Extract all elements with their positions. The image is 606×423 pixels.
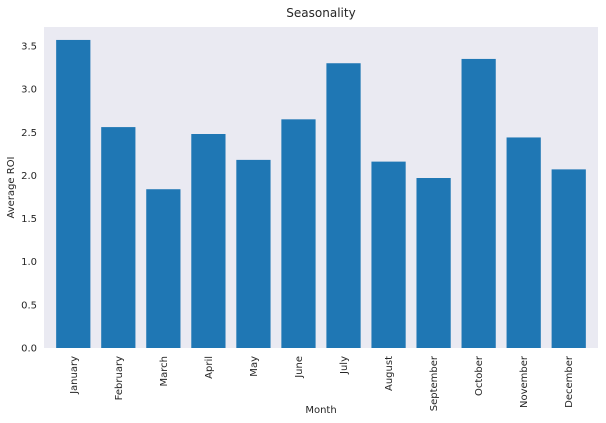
- y-axis-ticks: 0.0 0.5 1.0 1.5 2.0 2.5 3.0 3.5: [21, 41, 37, 354]
- x-tick-label: April: [204, 356, 215, 379]
- y-tick-label: 3.0: [21, 85, 37, 96]
- bar-march: [146, 189, 181, 348]
- chart-title: Seasonality: [286, 6, 355, 20]
- x-tick-label: September: [429, 355, 440, 411]
- y-tick-label: 2.0: [21, 171, 37, 182]
- bars-group: [56, 39, 586, 349]
- bar-september: [416, 178, 451, 348]
- x-tick-label: August: [384, 356, 395, 391]
- x-axis-ticks: January February March April May June July Augu…: [69, 355, 575, 411]
- plot-area: [44, 27, 598, 348]
- y-axis-label: Average ROI: [6, 156, 17, 218]
- y-tick-label: 0.5: [21, 300, 37, 311]
- y-tick-label: 2.5: [21, 128, 37, 139]
- bar-april: [191, 134, 226, 348]
- bar-february: [101, 127, 136, 348]
- x-tick-label: June: [294, 356, 305, 379]
- y-tick-label: 1.0: [21, 257, 37, 268]
- x-tick-label: February: [114, 356, 125, 400]
- x-tick-label: July: [339, 356, 350, 375]
- bar-may: [236, 159, 271, 348]
- bar-july: [326, 63, 361, 348]
- y-tick-label: 0.0: [21, 344, 37, 355]
- bar-august: [371, 161, 406, 348]
- x-axis-label: Month: [305, 405, 336, 416]
- x-tick-label: October: [474, 355, 485, 396]
- y-tick-label: 3.5: [21, 41, 37, 52]
- bar-june: [281, 119, 316, 348]
- y-tick-label: 1.5: [21, 214, 37, 225]
- x-tick-label: January: [69, 356, 80, 395]
- bar-november: [506, 137, 541, 348]
- bar-january: [56, 39, 91, 349]
- x-tick-label: December: [564, 355, 575, 408]
- x-tick-label: May: [249, 356, 260, 377]
- bar-december: [551, 169, 586, 348]
- x-tick-label: March: [159, 356, 170, 386]
- x-tick-label: November: [519, 355, 530, 408]
- bar-october: [461, 58, 496, 348]
